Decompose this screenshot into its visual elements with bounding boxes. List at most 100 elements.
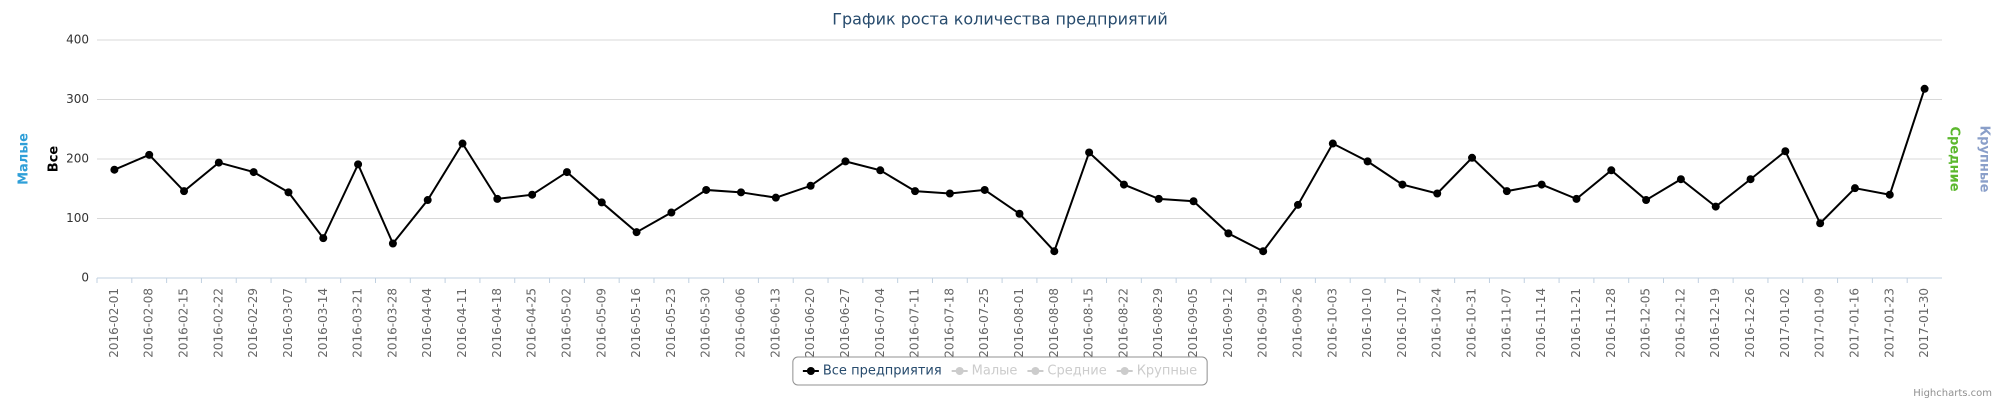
x-tick-label: 2016-09-26 xyxy=(1290,288,1304,358)
x-tick-label: 2016-12-19 xyxy=(1708,288,1722,358)
y-tick-label: 400 xyxy=(66,33,89,47)
marker xyxy=(1154,194,1163,203)
legend-symbol xyxy=(806,367,815,375)
marker xyxy=(1468,153,1477,162)
credits[interactable]: Highcharts.com xyxy=(1913,388,1992,399)
x-tick-label: 2016-09-05 xyxy=(1186,288,1200,358)
marker xyxy=(284,188,293,197)
x-tick-label: 2016-10-03 xyxy=(1325,288,1339,358)
x-tick-label: 2016-07-11 xyxy=(908,288,922,358)
x-tick-label: 2016-06-27 xyxy=(838,288,852,358)
x-tick-label: 2016-03-07 xyxy=(281,288,295,358)
x-tick-label: 2016-04-04 xyxy=(420,288,434,358)
legend-item[interactable]: Крупные xyxy=(1116,364,1197,379)
marker xyxy=(458,139,467,148)
x-tick-label: 2016-12-12 xyxy=(1673,288,1687,358)
x-tick-label: 2016-07-25 xyxy=(977,288,991,358)
x-tick-label: 2016-11-14 xyxy=(1534,288,1548,358)
marker xyxy=(528,190,537,199)
y-tick-label: 0 xyxy=(81,271,89,285)
x-tick-label: 2016-03-21 xyxy=(351,288,365,358)
x-tick-label: 2016-05-23 xyxy=(664,288,678,358)
marker xyxy=(945,189,954,198)
x-tick-label: 2017-01-02 xyxy=(1778,288,1792,358)
marker xyxy=(737,188,746,197)
marker xyxy=(667,208,676,217)
marker xyxy=(1050,247,1059,256)
legend: Все предприятия Малые Средние Крупные xyxy=(792,356,1208,386)
marker xyxy=(145,150,154,159)
marker xyxy=(1189,197,1198,206)
marker xyxy=(597,198,606,207)
x-tick-label: 2017-01-23 xyxy=(1882,288,1896,358)
marker xyxy=(1850,184,1859,193)
legend-symbol xyxy=(1031,367,1040,375)
x-tick-label: 2016-08-29 xyxy=(1151,288,1165,358)
x-tick-label: 2017-01-30 xyxy=(1917,288,1931,358)
marker xyxy=(1119,180,1128,189)
x-tick-label: 2016-02-08 xyxy=(142,288,156,358)
marker xyxy=(1224,229,1233,238)
marker xyxy=(1398,180,1407,189)
marker xyxy=(841,157,850,166)
legend-label: Все предприятия xyxy=(823,364,942,379)
marker xyxy=(1711,202,1720,211)
legend-label: Малые xyxy=(972,364,1018,379)
marker xyxy=(1642,196,1651,205)
x-tick-label: 2016-09-12 xyxy=(1221,288,1235,358)
marker xyxy=(702,185,711,194)
axis-title: Крупные xyxy=(1977,126,1992,193)
x-tick-label: 2016-12-05 xyxy=(1639,288,1653,358)
x-tick-label: 2016-08-01 xyxy=(1012,288,1026,358)
legend-item[interactable]: Средние xyxy=(1027,364,1107,379)
marker xyxy=(980,185,989,194)
marker xyxy=(1816,219,1825,228)
x-tick-label: 2016-06-13 xyxy=(768,288,782,358)
legend-box xyxy=(792,356,1208,386)
x-tick-label: 2016-06-06 xyxy=(734,288,748,358)
x-tick-label: 2016-12-26 xyxy=(1743,288,1757,358)
legend-label: Средние xyxy=(1047,364,1106,379)
marker xyxy=(423,196,432,205)
x-tick-label: 2016-08-22 xyxy=(1116,288,1130,358)
x-tick-label: 2016-11-28 xyxy=(1604,288,1618,358)
x-tick-label: 2016-02-22 xyxy=(211,288,225,358)
marker xyxy=(1920,84,1929,93)
marker xyxy=(249,168,258,177)
marker xyxy=(493,194,502,203)
marker xyxy=(1607,166,1616,175)
x-tick-label: 2016-10-17 xyxy=(1395,288,1409,358)
x-tick-label: 2016-04-18 xyxy=(490,288,504,358)
x-tick-label: 2016-11-21 xyxy=(1569,288,1583,358)
x-tick-label: 2016-09-19 xyxy=(1256,288,1270,358)
x-tick-label: 2016-04-11 xyxy=(455,288,469,358)
y-tick-label: 300 xyxy=(66,92,89,106)
marker xyxy=(1885,190,1894,199)
x-tick-label: 2016-07-04 xyxy=(873,288,887,358)
marker xyxy=(1015,209,1024,218)
legend-item[interactable]: Малые xyxy=(951,364,1018,379)
x-tick-label: 2017-01-09 xyxy=(1813,288,1827,358)
marker xyxy=(1676,175,1685,184)
x-tick-label: 2016-10-31 xyxy=(1465,288,1479,358)
x-tick-label: 2016-05-02 xyxy=(559,288,573,358)
x-tick-label: 2016-08-15 xyxy=(1082,288,1096,358)
marker xyxy=(1433,189,1442,198)
marker xyxy=(1746,175,1755,184)
marker xyxy=(1502,187,1511,196)
y-tick-label: 200 xyxy=(66,152,89,166)
x-tick-label: 2016-02-29 xyxy=(246,288,260,358)
legend-item[interactable]: Все предприятия xyxy=(802,364,942,379)
x-tick-label: 2016-05-09 xyxy=(594,288,608,358)
marker xyxy=(1085,148,1094,157)
marker xyxy=(1572,194,1581,203)
x-tick-label: 2016-07-18 xyxy=(942,288,956,358)
marker xyxy=(110,165,119,174)
marker xyxy=(354,160,363,169)
axis-title: Все xyxy=(47,146,62,173)
series-line xyxy=(114,88,1926,254)
x-tick-label: 2016-08-08 xyxy=(1047,288,1061,358)
marker xyxy=(1537,180,1546,189)
legend-label: Крупные xyxy=(1137,364,1197,379)
